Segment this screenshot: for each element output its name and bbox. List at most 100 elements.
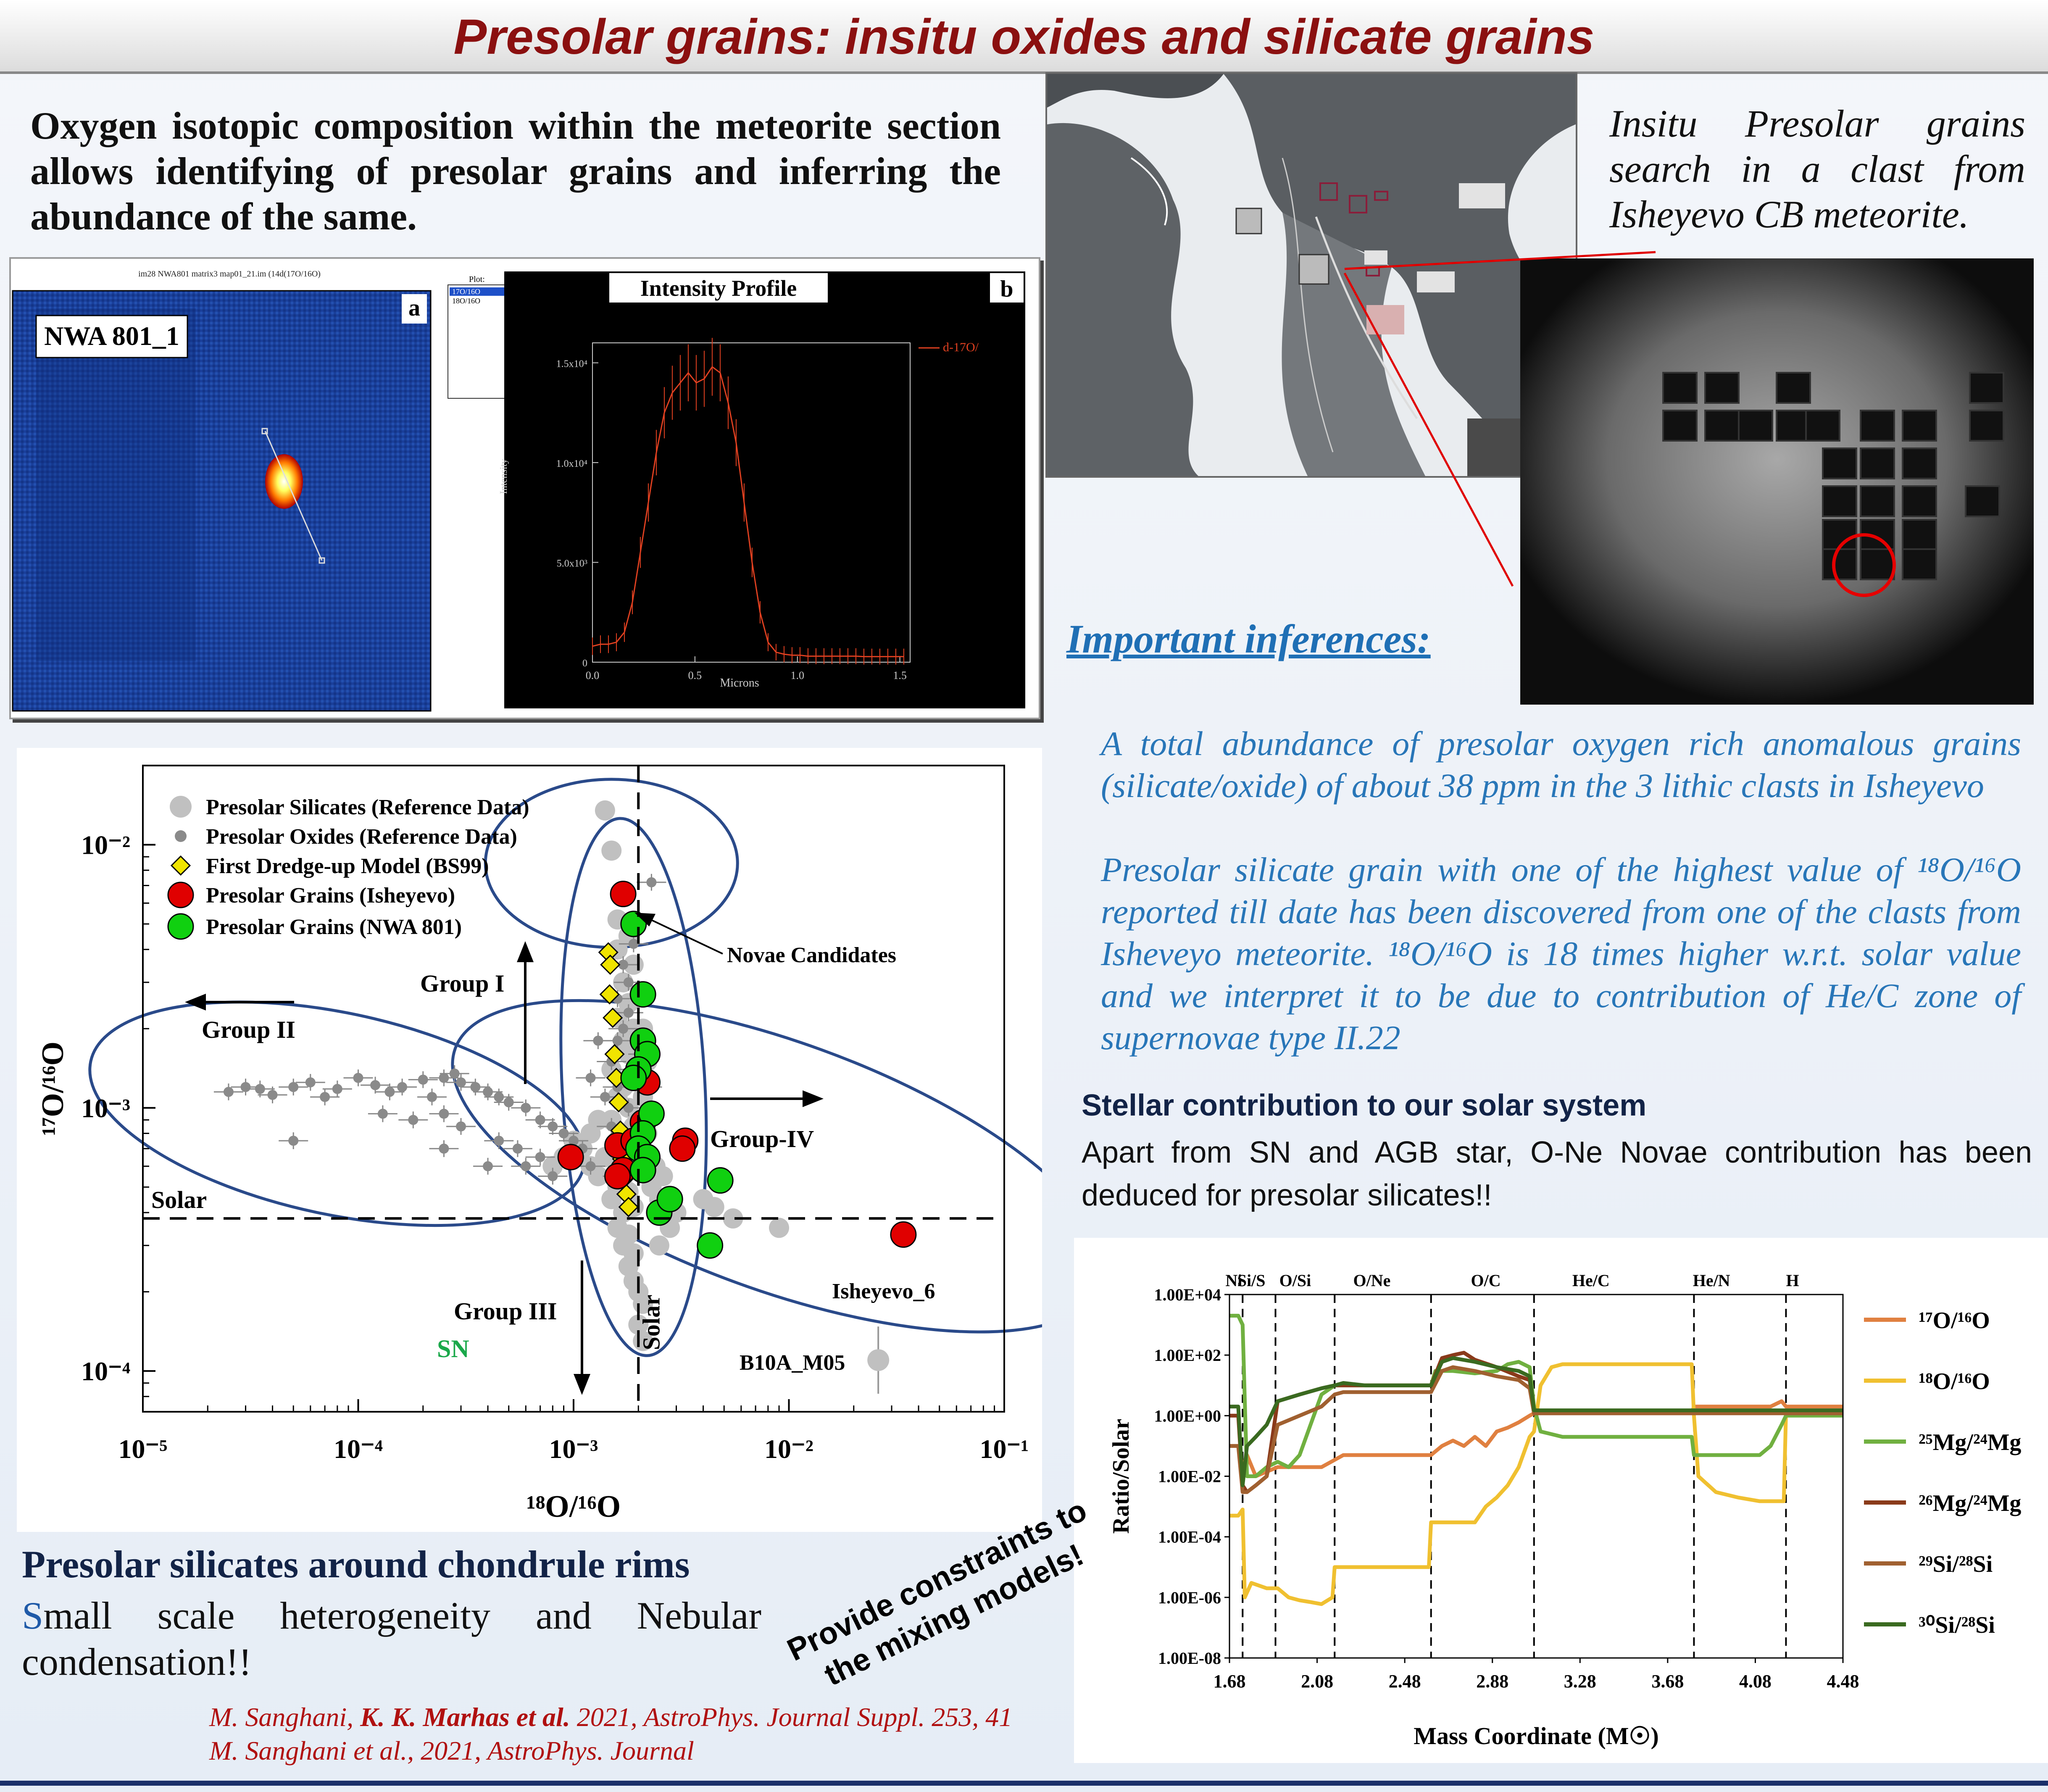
model-series-line [1229, 1365, 1843, 1494]
silicate-point [649, 1235, 669, 1256]
panel-a-label-box [402, 294, 427, 324]
isheyevo-point [610, 881, 637, 908]
insitu-caption: Insitu Presolar grains search in a clast… [1609, 102, 2025, 236]
model-point [608, 1092, 629, 1113]
profile-xlabel: Microns [720, 676, 759, 689]
model-legend-entry: ²⁵Mg/²⁴Mg [1919, 1429, 2021, 1455]
model-xtick: 2.48 [1389, 1671, 1421, 1692]
scatter-ytick: 10⁻⁴ [81, 1356, 130, 1386]
profile-xtick: 1.5 [893, 669, 907, 682]
scatter-ytick: 10⁻³ [81, 1093, 130, 1123]
crater [1776, 372, 1811, 404]
model-ytick: 1.00E-08 [1158, 1649, 1221, 1668]
model-point [599, 984, 620, 1005]
oxide-point [503, 1097, 514, 1108]
oxide-point [548, 1121, 558, 1132]
legend-entry: Presolar Grains (Isheyevo) [206, 884, 455, 908]
profile-ytick: 1.5x10⁴ [556, 359, 587, 370]
ion-image-panel: im28 NWA801 matrix3 map01_21.im (14d(17O… [9, 257, 1040, 719]
oxide-point [439, 1143, 449, 1154]
model-xtick: 4.08 [1739, 1671, 1772, 1692]
reference-1-c: 2021, AstroPhys. Journal Suppl. 253, 41 [570, 1702, 1013, 1732]
profile-xtick: 1.0 [790, 669, 804, 682]
model-xlabel: Mass Coordinate (M☉) [1414, 1722, 1659, 1750]
inference-18o-grain: Presolar silicate grain with one of the … [1101, 850, 2021, 1057]
sem-zoom-image [1520, 258, 2034, 705]
scatter-xtick: 10⁻¹ [980, 1434, 1029, 1464]
zone-label: O/Si [1279, 1271, 1311, 1290]
silicate-point [769, 1218, 790, 1238]
scatter-xtick: 10⁻⁵ [118, 1434, 168, 1464]
silicate-point [588, 1166, 608, 1187]
scatter-ylabel: ¹⁷O/¹⁶O [36, 1042, 70, 1136]
model-legend-entry: ²⁶Mg/²⁴Mg [1919, 1490, 2021, 1516]
intensity-profile-axes: 1.5x10⁴ 1.0x10⁴ 5.0x10³ 00.0 0.5 1.0 1.5 [556, 338, 911, 682]
oxide-point [449, 1068, 460, 1079]
oxide-point [305, 1077, 316, 1088]
ion-image-figure: im28 NWA801 matrix3 map01_21.im (14d(17O… [12, 269, 1025, 712]
inference-abundance: A total abundance of presolar oxygen ric… [1101, 724, 2021, 805]
nwa801-point [620, 1064, 647, 1091]
legend-marker [167, 882, 194, 908]
rims-body: Small scale heterogeneity and Nebular co… [22, 1592, 761, 1685]
crater [1776, 410, 1811, 442]
oxide-point [240, 1082, 251, 1092]
group-iv-label: Group-IV [710, 1125, 814, 1153]
oxide-point [512, 1143, 523, 1154]
sem-connectors [1343, 251, 1656, 587]
isheyevo-point [890, 1221, 917, 1248]
stellar-body: Apart from SN and AGB star, O-Ne Novae c… [1082, 1136, 2032, 1212]
oxide-point [521, 1161, 531, 1171]
crater [1902, 410, 1937, 442]
oxide-point [612, 1035, 623, 1046]
group-i-label: Group I [420, 970, 504, 997]
nwa801-point [629, 1157, 656, 1184]
oxide-point [426, 1092, 437, 1102]
oxide-point [521, 1103, 531, 1113]
zone-label: Ni [1225, 1271, 1242, 1290]
oxide-point [600, 1092, 610, 1102]
group-i-ellipse [559, 817, 708, 1357]
oxide-point [370, 1080, 381, 1090]
model-legend-entry: ¹⁸O/¹⁶O [1919, 1368, 1990, 1395]
profile-line[interactable] [264, 431, 323, 561]
crater [1860, 447, 1895, 479]
plot-list-item-18o[interactable]: 18O/16O [452, 297, 480, 305]
oxide-point [320, 1092, 330, 1102]
oxide-point [535, 1115, 545, 1125]
silicate-point [580, 1123, 601, 1144]
model-point [604, 1044, 625, 1065]
oxide-point [267, 1089, 278, 1100]
oxide-point [628, 939, 639, 949]
plot-list-item-17o[interactable]: 17O/16O [452, 287, 480, 296]
group-iii-label: Group III [454, 1297, 557, 1325]
highlight-circle [1832, 533, 1896, 597]
oxide-point [618, 960, 629, 970]
novae-arrow [642, 915, 723, 955]
silicate-point [704, 1197, 724, 1217]
legend-marker [170, 855, 191, 876]
profile-ytick: 1.0x10⁴ [556, 458, 587, 469]
oxygen-isotope-plot: 10⁻⁵ 10⁻⁴ 10⁻³ 10⁻² 10⁻¹ 10⁻² 10⁻³ 10⁻⁴ ¹⁸O/¹⁶O ¹… [36, 765, 1107, 1524]
reference-1: M. Sanghani, K. K. Marhas et al. 2021, A… [209, 1702, 1012, 1733]
novae-label: Novae Candidates [727, 943, 896, 967]
oxide-point [494, 1092, 504, 1102]
b10a-label: B10A_M05 [740, 1351, 845, 1375]
crater [1965, 485, 2000, 517]
oxide-point [548, 1171, 558, 1182]
oxide-point [494, 1135, 504, 1146]
intro-text: Oxygen isotopic composition within the m… [30, 104, 1001, 238]
sn-label: SN [437, 1335, 469, 1363]
model-legend-entry: ¹⁷O/¹⁶O [1919, 1308, 1990, 1334]
model-point [603, 1008, 623, 1028]
profile-xtick: 0.0 [586, 669, 600, 682]
crater [1860, 485, 1895, 517]
legend-marker [175, 830, 187, 842]
sample-label-box [35, 315, 188, 358]
crater [1704, 372, 1740, 404]
isheyevo-point [557, 1144, 584, 1171]
crater [1805, 410, 1840, 442]
oxide-point [439, 1108, 449, 1119]
plot-list[interactable] [448, 284, 507, 399]
